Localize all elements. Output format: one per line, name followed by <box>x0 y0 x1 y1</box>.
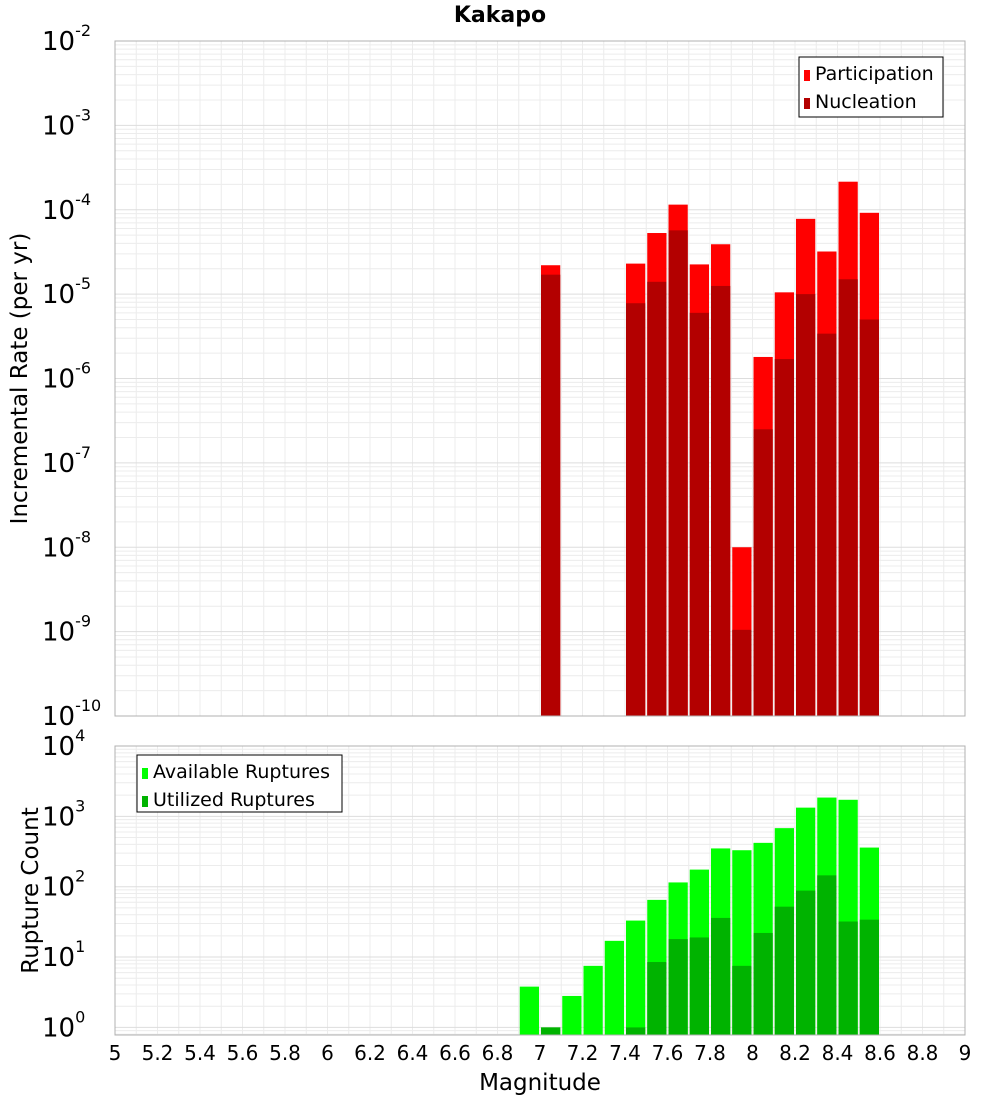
legend: Participation Nucleation <box>798 56 944 118</box>
bar-utilized-ruptures <box>796 890 816 1035</box>
x-tick-label: 7.2 <box>567 1041 599 1065</box>
y-tick-label: 10-8 <box>42 527 91 563</box>
x-tick-label: 6.6 <box>439 1041 471 1065</box>
bar-nucleation <box>647 281 667 716</box>
bar-utilized-ruptures <box>774 906 794 1035</box>
chart-title: Kakapo <box>454 3 546 28</box>
bar-available-ruptures <box>626 920 646 1035</box>
bar-available-ruptures <box>519 986 539 1035</box>
y-tick-label: 10-4 <box>42 190 91 226</box>
x-tick-label: 8.6 <box>864 1041 896 1065</box>
bar-nucleation <box>626 303 646 716</box>
legend-swatch <box>142 796 148 807</box>
bar-nucleation <box>668 230 688 716</box>
y-tick-label: 10-6 <box>42 359 91 395</box>
bar-utilized-ruptures <box>689 937 709 1035</box>
bar-nucleation <box>774 359 794 716</box>
x-tick-label: 6.4 <box>397 1041 429 1065</box>
y-tick-label: 10-5 <box>42 274 91 310</box>
x-tick-label: 5.2 <box>142 1041 174 1065</box>
legend-swatch <box>804 70 810 81</box>
legend-label: Available Ruptures <box>153 761 330 783</box>
y-axis-label: Rupture Count <box>18 807 44 973</box>
y-tick-label: 10-10 <box>42 696 101 732</box>
bar-nucleation <box>817 333 837 716</box>
bar-nucleation <box>753 429 773 716</box>
x-tick-label: 9 <box>959 1041 972 1065</box>
rupture-count-chart: 104 103 102 101 100 Rupture Count Available Ru… <box>18 726 971 1065</box>
y-tick-label: 103 <box>42 796 85 832</box>
legend-label: Participation <box>815 63 934 85</box>
y-tick-label: 10-2 <box>42 21 91 57</box>
x-tick-label: 8.8 <box>907 1041 939 1065</box>
x-axis-label: Magnitude <box>479 1070 601 1096</box>
bar-nucleation <box>689 312 709 716</box>
x-tick-label: 8.4 <box>822 1041 854 1065</box>
x-tick-label: 6 <box>321 1041 334 1065</box>
y-tick-label: 102 <box>42 867 85 903</box>
y-tick-label: 100 <box>42 1007 85 1043</box>
x-tick-label: 7.8 <box>694 1041 726 1065</box>
y-tick-label: 10-9 <box>42 612 91 648</box>
bar-available-ruptures <box>562 995 582 1035</box>
bar-nucleation <box>796 294 816 716</box>
x-tick-label: 8.2 <box>779 1041 811 1065</box>
bar-nucleation <box>711 285 731 716</box>
legend-label: Nucleation <box>815 91 917 113</box>
bar-utilized-ruptures <box>838 921 858 1035</box>
x-tick-label: 6.2 <box>354 1041 386 1065</box>
y-tick-label: 101 <box>42 937 85 973</box>
rate-chart: 10-2 10-3 10-4 10-5 10-6 10-7 10-8 10-9 10-10 Inc… <box>7 21 966 732</box>
legend-label: Utilized Ruptures <box>153 789 315 811</box>
plot-frame <box>114 40 966 717</box>
y-tick-label: 104 <box>42 726 85 762</box>
y-tick-label: 10-7 <box>42 443 91 479</box>
x-tick-label: 5.6 <box>227 1041 259 1065</box>
x-tick-label: 7.4 <box>609 1041 641 1065</box>
legend-swatch <box>804 98 810 109</box>
bar-nucleation <box>859 319 879 716</box>
bar-utilized-ruptures <box>626 1027 646 1035</box>
bar-utilized-ruptures <box>711 917 731 1035</box>
plot-frame <box>114 745 966 1036</box>
x-tick-label: 5.4 <box>184 1041 216 1065</box>
bar-utilized-ruptures <box>541 1027 561 1035</box>
bar-utilized-ruptures <box>859 919 879 1035</box>
y-tick-label: 10-3 <box>42 105 91 141</box>
legend-box <box>798 56 944 118</box>
bar-available-ruptures <box>604 940 624 1035</box>
x-tick-label: 7 <box>534 1041 547 1065</box>
bar-utilized-ruptures <box>817 875 837 1035</box>
bar-available-ruptures <box>583 965 603 1035</box>
bar-utilized-ruptures <box>753 932 773 1035</box>
x-tick-label: 8 <box>746 1041 759 1065</box>
bar-nucleation <box>732 629 752 716</box>
x-tick-label: 5.8 <box>269 1041 301 1065</box>
bar-nucleation <box>838 279 858 716</box>
x-tick-label: 7.6 <box>652 1041 684 1065</box>
x-tick-label: 5 <box>109 1041 122 1065</box>
bar-utilized-ruptures <box>647 962 667 1035</box>
legend: Available Ruptures Utilized Ruptures <box>136 754 343 813</box>
bar-nucleation <box>541 274 561 716</box>
bar-utilized-ruptures <box>732 965 752 1035</box>
legend-swatch <box>142 768 148 779</box>
x-tick-label: 6.8 <box>482 1041 514 1065</box>
legend-box <box>136 754 343 813</box>
bar-utilized-ruptures <box>668 939 688 1035</box>
y-axis-label: Incremental Rate (per yr) <box>7 233 33 525</box>
